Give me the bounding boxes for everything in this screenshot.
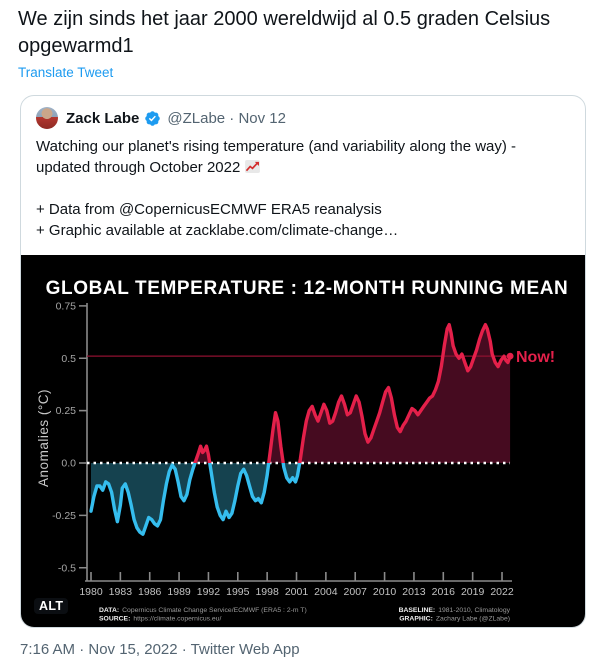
chart-title: GLOBAL TEMPERATURE : 12-MONTH RUNNING ME… (46, 278, 569, 299)
handle-and-date[interactable]: @ZLabe · Nov 12 (167, 109, 286, 127)
page-title: We zijn sinds het jaar 2000 wereldwijd a… (18, 8, 551, 57)
author-name[interactable]: Zack Labe (66, 109, 140, 127)
tweet-body: Watching our planet's rising temperature… (21, 134, 585, 241)
svg-text:2010: 2010 (373, 586, 397, 598)
tweet-text: Watching our planet's rising temperature… (36, 138, 517, 176)
tweet-timestamp-meta: 7:16 AM · Nov 15, 2022 · Twitter Web App (20, 641, 300, 658)
verified-badge-icon (145, 110, 161, 126)
now-annotation: Now! (516, 349, 555, 366)
tweet-media-chart-image[interactable]: 0.75 0.5 0.25 0.0 -0.25 -0.5 1980 1983 1986 1989 1… (21, 255, 585, 627)
translate-tweet-link[interactable]: Translate Tweet (18, 65, 114, 80)
svg-text:2016: 2016 (432, 586, 456, 598)
chart-increasing-emoji-icon (244, 160, 260, 173)
svg-text:1983: 1983 (109, 586, 133, 598)
svg-text:2004: 2004 (314, 586, 338, 598)
chart-graphic-credit: GRAPHIC: Zachary Labe (@ZLabe) (399, 616, 510, 623)
svg-text:2019: 2019 (461, 586, 485, 598)
alt-badge[interactable]: ALT (34, 598, 69, 614)
svg-text:1995: 1995 (226, 586, 250, 598)
tweet-text-line1: Watching our planet's rising temperature… (36, 136, 570, 178)
svg-text:0.25: 0.25 (56, 405, 77, 417)
svg-text:2007: 2007 (344, 586, 368, 598)
embedded-tweet-card[interactable]: Zack Labe @ZLabe · Nov 12 Watching our p… (20, 95, 586, 628)
tweet-text-line3: + Graphic available at zacklabe.com/clim… (36, 222, 399, 239)
svg-text:2013: 2013 (402, 586, 426, 598)
svg-text:-0.5: -0.5 (58, 562, 76, 574)
y-axis-label: Anomalies (°C) (36, 389, 51, 487)
tweet-text-line2: + Data from @CopernicusECMWF ERA5 reanal… (36, 201, 382, 218)
chart-source-credit: SOURCE: https://climate.copernicus.eu/ (99, 616, 221, 623)
svg-text:1992: 1992 (197, 586, 221, 598)
svg-text:2001: 2001 (285, 586, 309, 598)
svg-text:1998: 1998 (255, 586, 279, 598)
svg-text:1989: 1989 (167, 586, 191, 598)
chart-data-credit: DATA: Copernicus Climate Change Service/E… (99, 607, 307, 614)
svg-text:2022: 2022 (490, 586, 514, 598)
chart-baseline-credit: BASELINE: 1981-2010, Climatology (399, 607, 511, 614)
svg-text:0.0: 0.0 (61, 458, 76, 470)
svg-text:0.5: 0.5 (61, 353, 76, 365)
svg-text:1986: 1986 (138, 586, 162, 598)
avatar[interactable] (36, 107, 58, 129)
svg-text:-0.25: -0.25 (52, 510, 76, 522)
svg-text:0.75: 0.75 (56, 300, 77, 312)
svg-text:1980: 1980 (79, 586, 103, 598)
tweet-header: Zack Labe @ZLabe · Nov 12 (21, 96, 585, 134)
